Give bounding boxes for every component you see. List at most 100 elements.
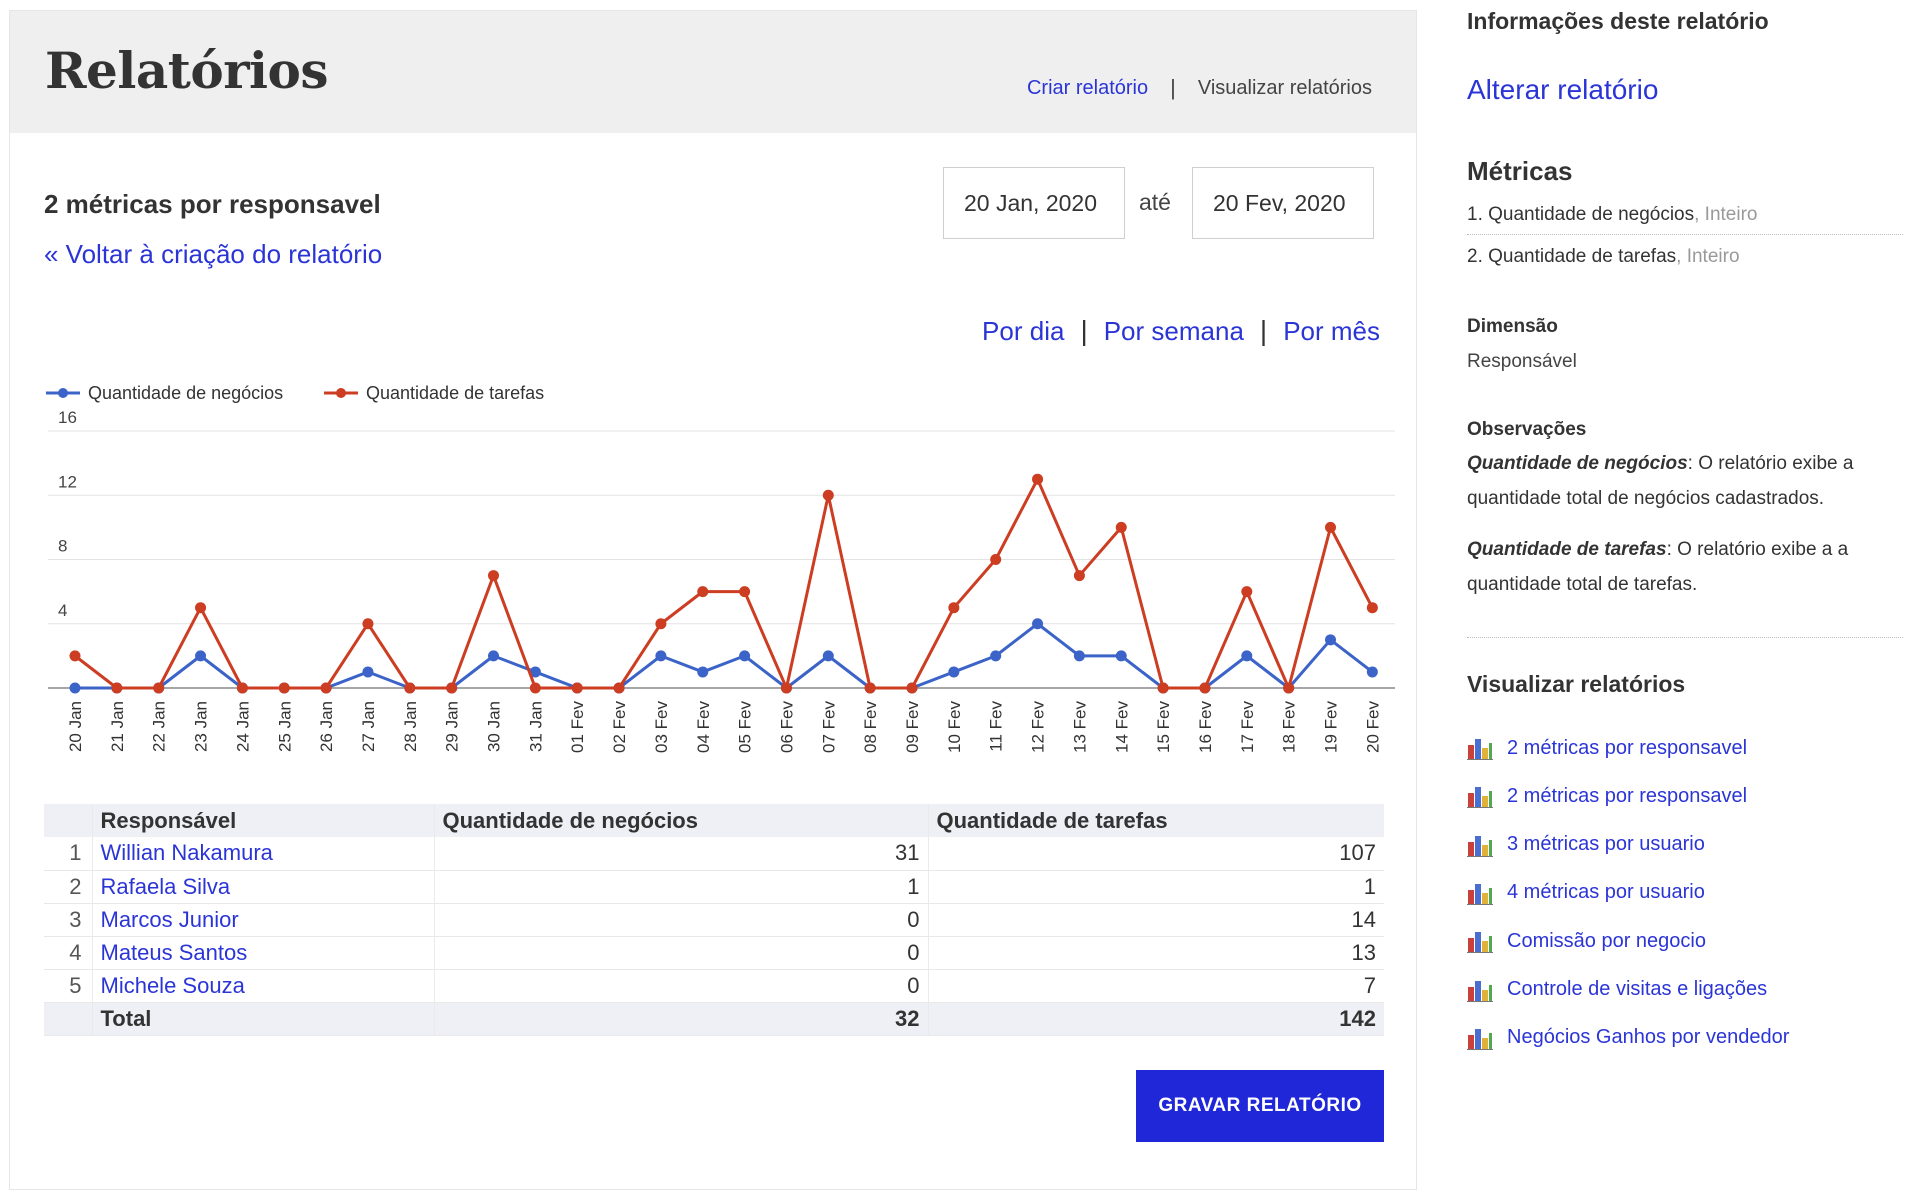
data-point[interactable] (1241, 586, 1253, 598)
alter-report-link[interactable]: Alterar relatório (1467, 74, 1659, 105)
data-point[interactable] (864, 682, 876, 694)
legend-entry[interactable]: Quantidade de negócios (88, 383, 283, 403)
data-point[interactable] (362, 618, 374, 630)
data-point[interactable] (195, 602, 207, 614)
data-point[interactable] (655, 618, 667, 630)
create-report-link[interactable]: Criar relatório (1026, 76, 1149, 99)
report-link[interactable]: 3 métricas por usuario (1507, 833, 1705, 856)
data-point[interactable] (990, 650, 1002, 662)
column-header-tarefas[interactable]: Quantidade de tarefas (927, 804, 1384, 837)
report-link[interactable]: 4 métricas por usuario (1507, 881, 1705, 904)
data-point[interactable] (739, 650, 751, 662)
responsavel-link[interactable]: Mateus Santos (100, 939, 248, 965)
data-point[interactable] (906, 682, 918, 694)
data-point[interactable] (1283, 682, 1295, 694)
data-point[interactable] (1032, 618, 1044, 630)
x-tick-label: 03 Fev (652, 701, 671, 753)
by-week-link[interactable]: Por semana (1103, 315, 1244, 346)
report-link[interactable]: Negócios Ganhos por vendedor (1507, 1026, 1790, 1049)
data-point[interactable] (571, 682, 583, 694)
data-point[interactable] (1241, 650, 1253, 662)
data-point[interactable] (1199, 682, 1211, 694)
report-name: 2 métricas por responsavel (44, 189, 381, 219)
dimension-title: Dimensão (1467, 316, 1558, 337)
data-point[interactable] (529, 666, 541, 678)
data-point[interactable] (320, 682, 332, 694)
data-point[interactable] (1115, 650, 1127, 662)
by-month-link[interactable]: Por mês (1283, 315, 1380, 346)
legend-entry[interactable]: Quantidade de tarefas (366, 383, 544, 403)
report-info-title: Informações deste relatório (1467, 8, 1769, 34)
x-tick-label: 13 Fev (1070, 701, 1089, 753)
report-list-item[interactable]: Negócios Ganhos por vendedor (1467, 1026, 1789, 1050)
responsavel-link[interactable]: Willian Nakamura (100, 840, 273, 866)
data-point[interactable] (822, 650, 834, 662)
column-header-responsavel[interactable]: Responsável (91, 804, 434, 837)
data-point[interactable] (990, 554, 1002, 565)
data-point[interactable] (613, 682, 625, 694)
x-tick-label: 06 Fev (777, 701, 796, 753)
data-point[interactable] (488, 650, 499, 662)
report-link[interactable]: 2 métricas por responsavel (1507, 784, 1748, 807)
series-line (74, 477, 1374, 690)
responsavel-link[interactable]: Michele Souza (100, 972, 245, 998)
data-point[interactable] (1325, 634, 1336, 646)
data-point[interactable] (780, 682, 792, 694)
x-tick-label: 29 Jan (443, 701, 462, 752)
report-list-item[interactable]: 3 métricas por usuario (1467, 833, 1705, 857)
data-point[interactable] (697, 586, 709, 598)
data-point[interactable] (529, 682, 541, 694)
end-date-input[interactable]: 20 Fev, 2020 (1192, 167, 1374, 239)
x-tick-label: 28 Jan (401, 701, 420, 752)
report-list-item[interactable]: 4 métricas por usuario (1467, 881, 1705, 905)
data-point[interactable] (236, 682, 248, 694)
data-point[interactable] (1073, 650, 1085, 662)
x-tick-label: 20 Jan (66, 701, 85, 752)
start-date-input[interactable]: 20 Jan, 2020 (943, 167, 1125, 239)
view-reports-link[interactable]: Visualizar relatórios (1197, 76, 1372, 99)
data-point[interactable] (404, 682, 416, 694)
report-list-item[interactable]: Controle de visitas e ligações (1467, 978, 1767, 1002)
by-day-link[interactable]: Por dia (982, 315, 1065, 346)
data-point[interactable] (1073, 570, 1085, 582)
report-list-item[interactable]: Comissão por negocio (1467, 929, 1706, 954)
negocios-cell: 0 (433, 936, 928, 970)
responsavel-link[interactable]: Rafaela Silva (100, 873, 231, 899)
row-index: 2 (44, 870, 92, 904)
table-row: 5 Michele Souza 0 7 (44, 969, 1384, 1003)
column-header-negocios[interactable]: Quantidade de negócios (433, 804, 928, 837)
data-point[interactable] (69, 682, 81, 694)
report-link[interactable]: Comissão por negocio (1507, 929, 1706, 952)
data-point[interactable] (446, 682, 458, 694)
data-point[interactable] (153, 682, 165, 694)
x-tick-label: 02 Fev (610, 701, 629, 753)
table-total-row: Total 32 142 (44, 1002, 1384, 1036)
responsavel-link[interactable]: Marcos Junior (100, 906, 239, 932)
data-point[interactable] (1157, 682, 1169, 694)
x-tick-label: 30 Jan (485, 701, 504, 752)
data-point[interactable] (739, 586, 751, 598)
back-to-creation-link[interactable]: « Voltar à criação do relatório (44, 239, 383, 269)
save-report-button[interactable]: GRAVAR RELATÓRIO (1136, 1070, 1384, 1142)
data-point[interactable] (362, 666, 374, 678)
report-list-item[interactable]: 2 métricas por responsavel (1467, 736, 1747, 760)
data-point[interactable] (655, 650, 667, 662)
data-point[interactable] (195, 650, 207, 662)
data-point[interactable] (1325, 521, 1336, 533)
data-point[interactable] (697, 666, 709, 678)
data-point[interactable] (948, 602, 960, 614)
data-point[interactable] (822, 489, 834, 501)
report-link[interactable]: 2 métricas por responsavel (1507, 736, 1748, 759)
data-point[interactable] (111, 682, 123, 694)
data-point[interactable] (1366, 602, 1378, 614)
data-point[interactable] (278, 682, 290, 694)
data-point[interactable] (948, 666, 960, 678)
x-tick-label: 23 Jan (192, 701, 211, 752)
data-point[interactable] (69, 650, 81, 662)
data-point[interactable] (488, 570, 499, 582)
report-list-item[interactable]: 2 métricas por responsavel (1467, 784, 1748, 809)
data-point[interactable] (1115, 521, 1127, 533)
data-point[interactable] (1032, 473, 1044, 485)
data-point[interactable] (1366, 666, 1378, 678)
report-link[interactable]: Controle de visitas e ligações (1507, 978, 1768, 1000)
